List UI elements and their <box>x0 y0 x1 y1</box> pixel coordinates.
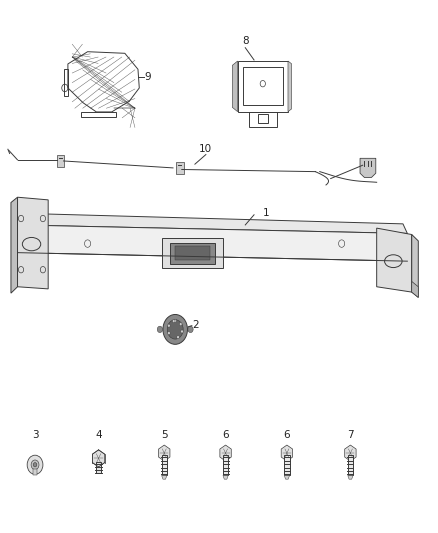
Circle shape <box>33 463 37 467</box>
Circle shape <box>27 455 43 474</box>
Polygon shape <box>412 281 418 297</box>
Bar <box>243 68 283 106</box>
Polygon shape <box>345 445 356 461</box>
Polygon shape <box>223 475 228 479</box>
Bar <box>170 243 215 264</box>
Bar <box>96 462 101 473</box>
Bar <box>258 114 268 124</box>
Polygon shape <box>281 445 293 461</box>
Circle shape <box>168 332 170 335</box>
Circle shape <box>174 319 177 322</box>
Polygon shape <box>92 450 105 467</box>
Bar <box>348 455 353 475</box>
Text: 4: 4 <box>95 430 102 440</box>
Bar <box>162 238 223 268</box>
Polygon shape <box>348 475 353 479</box>
Polygon shape <box>18 197 48 289</box>
Polygon shape <box>18 213 407 233</box>
Text: 6: 6 <box>283 430 290 440</box>
Text: 2: 2 <box>193 320 199 330</box>
Polygon shape <box>11 197 18 293</box>
Polygon shape <box>159 445 170 461</box>
Bar <box>162 455 167 475</box>
Polygon shape <box>288 61 291 112</box>
Bar <box>57 155 64 167</box>
Bar <box>249 112 277 127</box>
Polygon shape <box>412 235 418 297</box>
Text: 10: 10 <box>199 143 212 154</box>
Text: 1: 1 <box>263 208 269 218</box>
Text: 5: 5 <box>161 430 168 440</box>
Polygon shape <box>18 225 407 261</box>
Polygon shape <box>232 61 237 112</box>
Circle shape <box>180 322 182 326</box>
Bar <box>176 162 184 174</box>
Circle shape <box>167 320 183 339</box>
Circle shape <box>177 336 180 339</box>
Text: 6: 6 <box>222 430 229 440</box>
Polygon shape <box>377 228 412 292</box>
Circle shape <box>181 330 184 333</box>
Circle shape <box>173 319 175 322</box>
Circle shape <box>163 314 187 344</box>
Polygon shape <box>162 475 167 479</box>
Polygon shape <box>220 445 231 461</box>
Bar <box>33 469 37 475</box>
Circle shape <box>157 326 162 333</box>
Text: 9: 9 <box>145 72 151 82</box>
Circle shape <box>188 326 193 333</box>
Bar <box>175 246 210 260</box>
Circle shape <box>168 324 170 327</box>
Bar <box>284 455 290 475</box>
Text: 7: 7 <box>347 430 354 440</box>
Polygon shape <box>284 475 290 479</box>
Polygon shape <box>360 158 376 177</box>
Circle shape <box>31 460 39 470</box>
Bar <box>223 455 228 475</box>
Text: 3: 3 <box>32 430 39 440</box>
Bar <box>237 61 288 112</box>
Text: 8: 8 <box>242 36 249 46</box>
